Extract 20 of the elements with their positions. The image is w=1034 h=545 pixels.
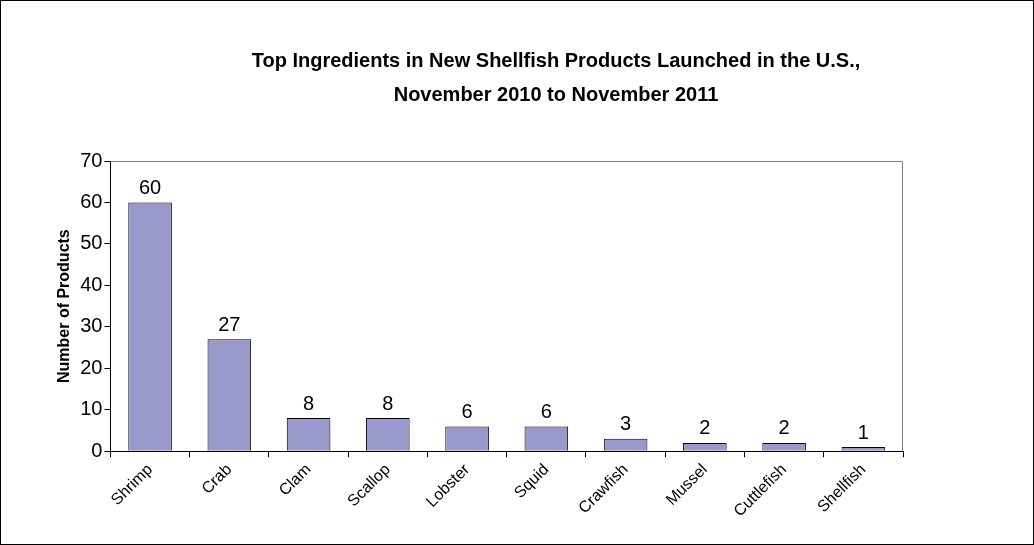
y-tick-label: 50 [80,231,103,254]
y-tick-label: 20 [80,355,103,378]
y-axis-title: Number of Products [55,229,73,384]
y-tick-label: 40 [80,272,103,295]
data-label: 3 [620,412,632,435]
y-tick-label: 0 [91,438,103,461]
data-label: 1 [857,420,869,443]
data-label: 6 [540,399,552,422]
data-label: 8 [382,391,394,414]
y-tick-label: 10 [80,397,103,420]
y-tick-label: 70 [80,148,103,171]
chart-title: Top Ingredients in New Shellfish Products Launched in the U.S., November 2010 to November 2011 [250,48,862,107]
y-tick-label: 60 [80,189,103,212]
data-label: 8 [303,391,315,414]
data-label: 60 [138,175,162,198]
data-label: 2 [699,416,711,439]
y-tick-label: 30 [80,314,103,337]
data-label: 27 [218,312,241,335]
data-label: 2 [778,416,790,439]
data-label: 6 [461,399,473,422]
